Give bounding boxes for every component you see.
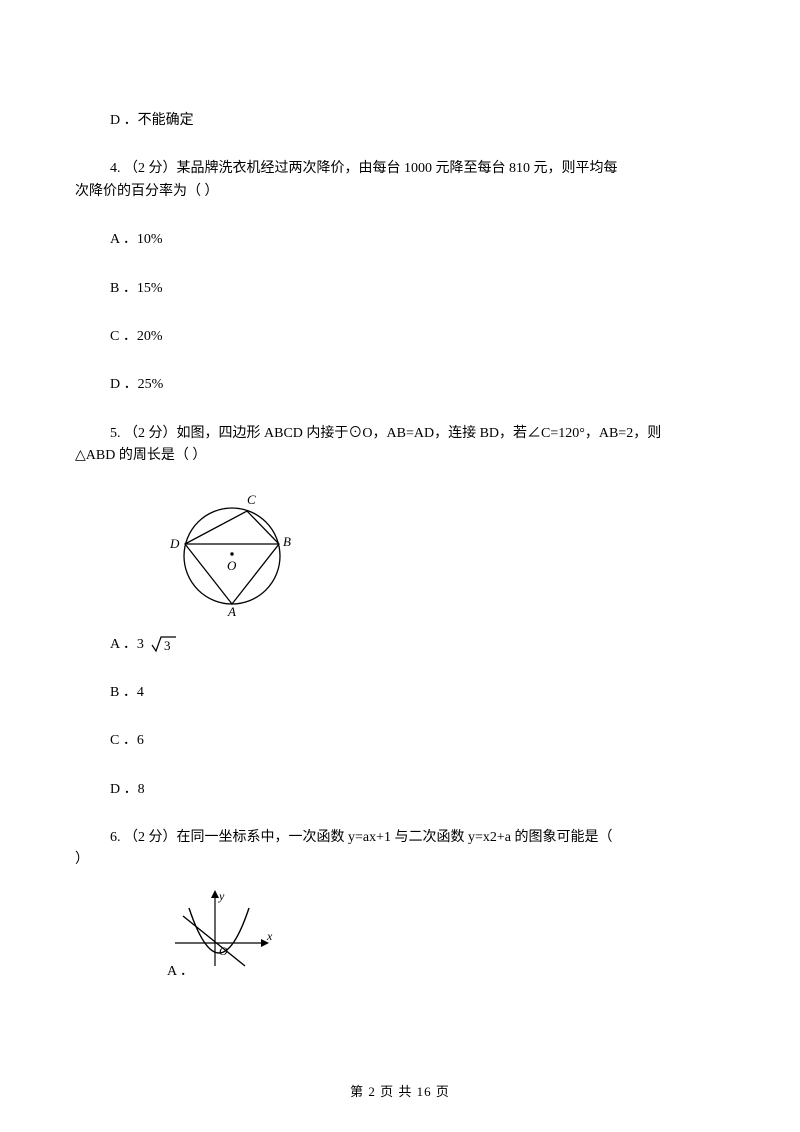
q4-option-d: D ．25% bbox=[75, 374, 725, 396]
q6-option-a-label: A ． bbox=[167, 960, 725, 980]
q4-option-a: A ．10% bbox=[75, 229, 725, 251]
q5-option-a-prefix: A ．3 bbox=[110, 637, 144, 652]
q6-label-y: y bbox=[218, 889, 225, 903]
q5-label-d: D bbox=[169, 536, 180, 551]
q5-label-b: B bbox=[283, 534, 291, 549]
q4-option-b: B ．15% bbox=[75, 278, 725, 300]
q5-stem-line1: 5. （2 分）如图，四边形 ABCD 内接于⊙O，AB=AD，连接 BD，若∠… bbox=[75, 423, 725, 445]
prev-question-option-d: D ．不能确定 bbox=[75, 110, 725, 132]
q5-stem-line2: △ABD 的周长是（ ） bbox=[75, 445, 725, 467]
sqrt-value: 3 bbox=[164, 638, 171, 653]
q4-option-c: C ．20% bbox=[75, 326, 725, 348]
q4-stem-line2: 次降价的百分率为（ ） bbox=[75, 181, 725, 203]
q6-stem-line2: ） bbox=[75, 849, 725, 871]
q5-label-c: C bbox=[247, 492, 256, 507]
q5-option-b: B ．4 bbox=[75, 682, 725, 704]
page-footer: 第 2 页 共 16 页 bbox=[0, 1081, 800, 1100]
q5-figure: C D B O A bbox=[167, 486, 725, 616]
q6-label-o: O bbox=[219, 944, 228, 958]
q5-option-d: D ．8 bbox=[75, 779, 725, 801]
q6-option-a-block: y x O A ． bbox=[167, 888, 725, 980]
q5-option-c: C ．6 bbox=[75, 730, 725, 752]
q4-stem-line1: 4. （2 分）某品牌洗衣机经过两次降价，由每台 1000 元降至每台 810 … bbox=[75, 158, 725, 180]
q5-label-o: O bbox=[227, 558, 237, 573]
q5-label-a: A bbox=[227, 604, 236, 616]
sqrt-icon: 3 bbox=[151, 634, 177, 654]
q5-option-a: A ．3 3 bbox=[75, 634, 725, 656]
q6-stem-line1: 6. （2 分）在同一坐标系中，一次函数 y=ax+1 与二次函数 y=x2+a… bbox=[75, 827, 725, 849]
q6-label-x: x bbox=[266, 929, 273, 943]
